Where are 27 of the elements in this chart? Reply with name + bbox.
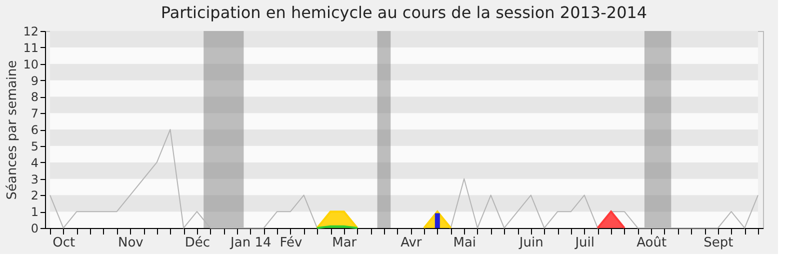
y-tick-label: 0 [30,222,38,236]
y-tick-label: 7 [30,106,38,121]
x-tick-label: Sept [704,236,734,250]
x-tick-label: Jan 14 [230,236,272,250]
y-tick-label: 3 [30,172,38,186]
y-tick-label: 11 [23,40,38,55]
y-tick-label: 9 [30,74,38,88]
x-tick-label: Juin [518,236,544,250]
y-tick-label: 12 [23,24,38,38]
y-tick-label: 4 [30,156,38,170]
y-tick-label: 2 [30,188,38,203]
x-tick-label: Juil [574,236,594,250]
x-tick-label: Mar [332,236,358,250]
y-tick-label: 8 [30,90,38,104]
y-tick-label: 1 [30,205,38,220]
x-tick-label: Nov [118,236,144,250]
x-tick-label: Avr [400,236,422,250]
y-axis-title: Séances par semaine [5,60,20,200]
x-tick-label: Déc [184,236,210,250]
y-tick-label: 10 [23,57,38,72]
y-tick-label: 5 [30,139,38,154]
x-tick-label: Août [636,236,667,250]
chart-title: Participation en hemicycle au cours de la session 2013-2014 [160,3,648,22]
x-tick-label: Oct [52,236,76,250]
x-tick-label: Mai [453,236,476,250]
x-tick-label: Fév [280,236,302,250]
y-tick-label: 6 [30,123,38,137]
